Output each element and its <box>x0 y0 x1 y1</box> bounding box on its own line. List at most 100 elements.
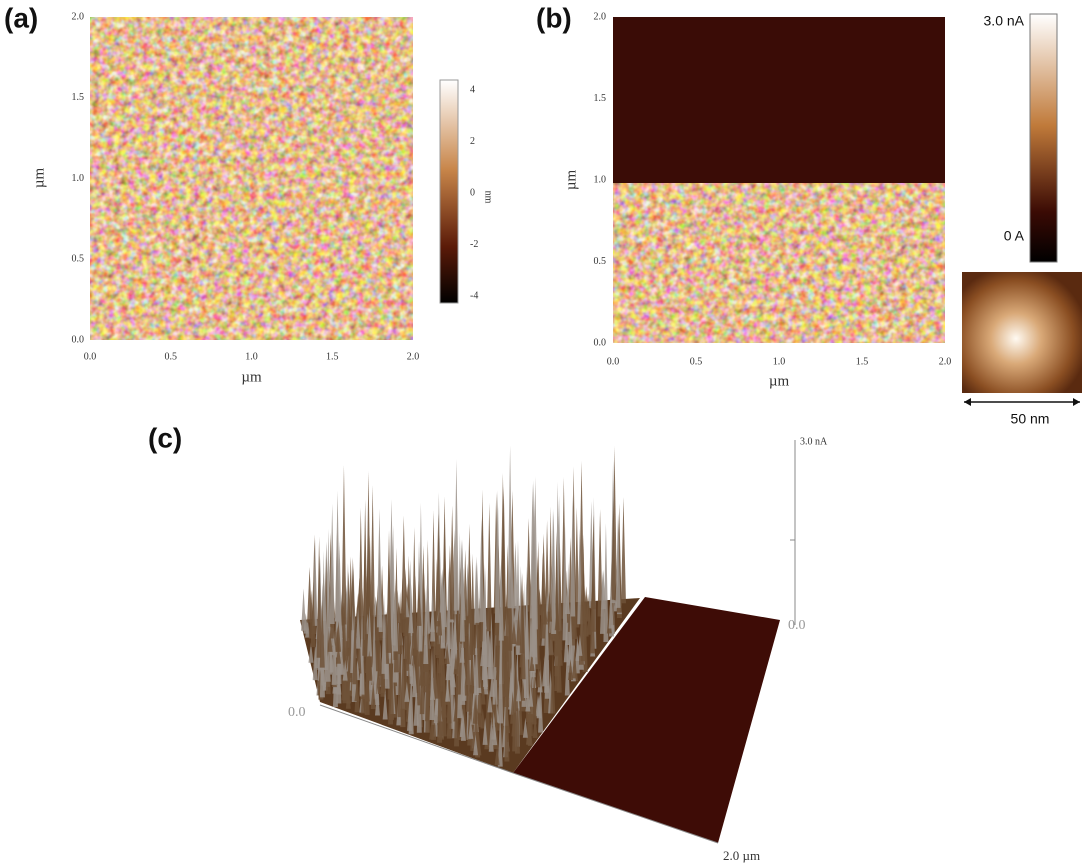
y-tick-label: 0.5 <box>72 254 85 265</box>
spike <box>435 654 441 699</box>
spike <box>406 634 412 665</box>
x-tick-label: 0.5 <box>690 356 703 367</box>
spike <box>524 583 530 660</box>
spike <box>429 646 435 721</box>
spike <box>507 445 513 609</box>
colorbar-tick: -2 <box>470 239 478 250</box>
spike <box>331 630 337 685</box>
spike <box>509 664 515 698</box>
spike <box>481 563 487 681</box>
spike <box>516 680 522 702</box>
spike <box>498 558 504 641</box>
spike <box>480 707 486 729</box>
spike <box>469 641 475 694</box>
spike <box>453 459 459 611</box>
spike <box>473 734 479 756</box>
spike <box>439 570 445 613</box>
spike <box>334 596 340 622</box>
spike <box>459 539 465 642</box>
spike <box>532 558 538 665</box>
spike <box>355 606 361 649</box>
spike <box>532 716 538 738</box>
spike <box>382 688 388 720</box>
spike <box>401 515 407 620</box>
spike <box>437 593 443 636</box>
spike <box>303 612 309 634</box>
spike <box>538 678 544 733</box>
x-axis-label: µm <box>241 369 262 385</box>
spike <box>473 633 479 696</box>
y-tick-label: 1.5 <box>594 93 607 104</box>
x-end-label: 2.0 µm <box>723 848 760 863</box>
spike <box>367 605 373 657</box>
spike <box>586 605 592 635</box>
spike <box>512 542 518 609</box>
spike <box>342 659 348 681</box>
spike <box>413 574 419 694</box>
spike <box>371 599 377 700</box>
spike <box>322 586 328 671</box>
x-tick-label: 1.0 <box>245 351 258 362</box>
spike <box>370 680 376 709</box>
spike <box>370 485 376 633</box>
spike <box>423 589 429 665</box>
spike <box>417 646 423 667</box>
spike <box>364 664 370 702</box>
spike <box>366 650 372 680</box>
topography-texture <box>90 17 413 340</box>
spike <box>498 612 504 724</box>
spike <box>452 610 458 670</box>
spike <box>590 514 596 632</box>
y-tick-label: 0.5 <box>594 256 607 267</box>
spike <box>420 620 426 687</box>
spike <box>478 517 484 623</box>
spike <box>527 725 533 746</box>
origin-label: 0.0 <box>288 705 306 720</box>
spike <box>446 665 452 739</box>
spike <box>608 584 614 629</box>
spike <box>554 604 560 631</box>
spike <box>336 620 342 652</box>
spike <box>562 522 568 641</box>
spike <box>572 648 578 679</box>
spike <box>474 562 480 623</box>
colorbar-tick: -4 <box>470 290 478 301</box>
spike <box>408 594 414 634</box>
y-tick-label: 1.0 <box>594 174 607 185</box>
spike <box>480 681 486 705</box>
spike <box>406 698 412 731</box>
spike <box>319 599 325 668</box>
spike <box>327 630 333 652</box>
spike <box>497 711 503 767</box>
spike <box>416 581 422 626</box>
spike <box>516 608 522 646</box>
current-image <box>613 183 945 343</box>
spike <box>603 523 609 642</box>
spike <box>425 660 431 733</box>
spike <box>404 681 410 702</box>
spike <box>542 655 548 687</box>
colorbar-max: 3.0 nA <box>984 13 1025 29</box>
spike <box>362 533 368 656</box>
x-tick-label: 1.5 <box>856 356 869 367</box>
y-tick-label: 0.0 <box>72 334 85 345</box>
spike <box>350 557 356 631</box>
spike <box>460 713 466 741</box>
colorbar-tick: 0 <box>470 187 475 198</box>
flat-plane <box>513 597 780 843</box>
spike <box>449 505 455 620</box>
x-tick-label: 0.5 <box>165 351 178 362</box>
spike <box>568 607 574 673</box>
spike <box>511 619 517 645</box>
colorbar-tick: 2 <box>470 136 475 147</box>
inset-image <box>962 272 1082 393</box>
spike <box>615 513 621 608</box>
spike <box>460 630 466 705</box>
z-zero-label: 0.0 <box>788 618 806 633</box>
spike <box>336 648 342 704</box>
spike <box>329 503 335 624</box>
spike <box>374 687 380 716</box>
spike <box>335 643 341 664</box>
spike <box>325 528 331 661</box>
